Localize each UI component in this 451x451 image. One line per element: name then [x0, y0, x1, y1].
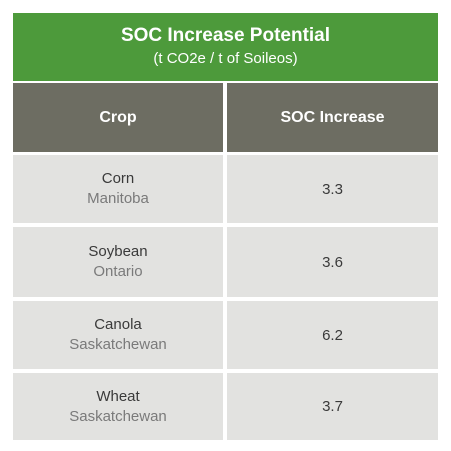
table-row-crop-cell: Wheat Saskatchewan	[13, 373, 223, 440]
soc-table-card: SOC Increase Potential (t CO2e / t of So…	[13, 13, 438, 440]
title-banner: SOC Increase Potential (t CO2e / t of So…	[13, 13, 438, 81]
crop-region: Saskatchewan	[69, 407, 167, 425]
table-subtitle: (t CO2e / t of Soileos)	[153, 50, 298, 67]
crop-region: Ontario	[93, 263, 143, 280]
crop-name: Canola	[94, 316, 142, 333]
crop-region: Saskatchewan	[69, 336, 167, 353]
soc-value: 3.7	[322, 398, 343, 415]
table-row-crop-cell: Canola Saskatchewan	[13, 301, 223, 369]
table-row-crop-cell: Corn Manitoba	[13, 155, 223, 223]
table-row-value-cell: 3.6	[227, 227, 438, 297]
crop-name: Soybean	[88, 243, 148, 260]
crop-name: Wheat	[96, 387, 140, 405]
table-row-crop-cell: Soybean Ontario	[13, 227, 223, 297]
column-header-soc-increase: SOC Increase	[227, 83, 438, 152]
crop-region: Manitoba	[87, 190, 149, 207]
crop-name: Corn	[101, 170, 135, 187]
soc-value: 6.2	[322, 326, 343, 344]
soc-value: 3.6	[322, 253, 343, 271]
table-row-value-cell: 3.7	[227, 373, 438, 440]
soc-value: 3.3	[322, 180, 343, 198]
table-row-value-cell: 6.2	[227, 301, 438, 369]
table-row-value-cell: 3.3	[227, 155, 438, 223]
column-header-crop: Crop	[13, 83, 223, 152]
table-title: SOC Increase Potential	[120, 25, 331, 46]
